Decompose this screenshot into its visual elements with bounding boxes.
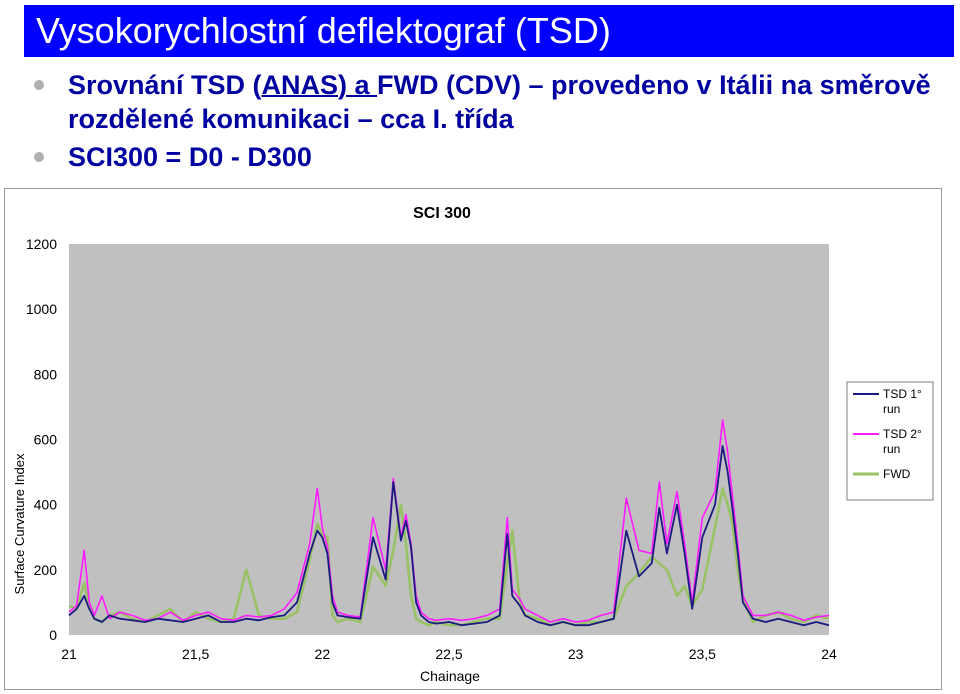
x-tick-label: 22,5 — [435, 646, 462, 662]
x-tick-label: 21 — [61, 646, 77, 662]
y-tick-label: 1200 — [26, 236, 57, 252]
x-tick-label: 23 — [568, 646, 584, 662]
sci300-chart: 0 200 400 600 800 1000 1200 21 21,5 22 22,5 23 23,5 2… — [12, 205, 934, 684]
bullet1-text-b: FWD (CDV) – provedeno v Itálii na směrov… — [68, 70, 931, 134]
y-tick-label: 1000 — [26, 301, 57, 317]
series-line-1 — [68, 419, 830, 623]
bullet-item: SCI300 = D0 - D300 — [30, 140, 950, 174]
x-tick-label: 24 — [821, 646, 837, 662]
bullet-dot-icon — [34, 152, 44, 162]
axes: 0 200 400 600 800 1000 1200 21 21,5 22 22,5 23 23,5 2… — [26, 236, 837, 662]
x-tick-label: 22 — [315, 646, 331, 662]
bullet1-text-underlined: ANAS) a — [261, 70, 378, 100]
y-tick-label: 600 — [34, 432, 58, 448]
x-axis-label: Chainage — [420, 668, 480, 684]
bullet1-text-a: Srovnání TSD ( — [68, 70, 262, 100]
legend-label-0: TSD 1° run — [883, 387, 922, 416]
y-tick-label: 0 — [49, 627, 57, 643]
bullet-list: Srovnání TSD (ANAS) a FWD (CDV) – proved… — [30, 68, 950, 174]
legend-label-2: FWD — [883, 467, 911, 481]
series-line-0 — [68, 445, 830, 627]
x-tick-label: 23,5 — [689, 646, 716, 662]
bullet-item: Srovnání TSD (ANAS) a FWD (CDV) – proved… — [30, 68, 950, 136]
chart-title: SCI 300 — [413, 205, 471, 222]
title-bar — [24, 5, 954, 57]
y-tick-label: 800 — [34, 366, 58, 382]
x-tick-label: 21,5 — [182, 646, 209, 662]
legend-label-1: TSD 2° run — [883, 427, 922, 456]
y-tick-label: 200 — [34, 562, 58, 578]
bullet2-text: SCI300 = D0 - D300 — [68, 142, 312, 172]
series-layer — [68, 419, 830, 627]
slide-title: Vysokorychlostní deflektograf (TSD) — [36, 10, 611, 51]
chart-frame: 0 200 400 600 800 1000 1200 21 21,5 22 22,5 23 23,5 2… — [4, 188, 942, 690]
y-axis-label: Surface Curvature Index — [12, 453, 27, 594]
legend: TSD 1° run TSD 2° run FWD — [846, 381, 934, 501]
legend-box — [846, 381, 934, 501]
bullet-dot-icon — [34, 80, 44, 90]
plot-area — [69, 244, 829, 635]
y-tick-label: 400 — [34, 497, 58, 513]
